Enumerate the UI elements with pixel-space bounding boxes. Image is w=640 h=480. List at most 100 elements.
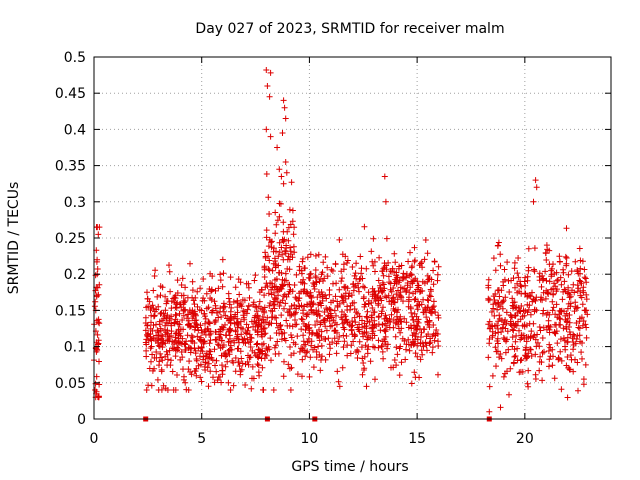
data-point	[272, 209, 279, 216]
data-point	[557, 274, 564, 281]
data-point	[515, 274, 522, 281]
data-point	[486, 383, 493, 390]
data-point	[500, 278, 507, 285]
data-point	[262, 319, 269, 325]
data-point	[508, 312, 515, 319]
data-point	[258, 320, 265, 326]
data-point	[162, 293, 169, 300]
data-point	[172, 292, 179, 299]
data-point	[278, 173, 285, 180]
data-point	[253, 341, 260, 348]
data-point	[506, 391, 512, 398]
data-point	[496, 293, 503, 300]
data-point	[169, 345, 176, 352]
data-point	[321, 309, 328, 315]
data-point	[359, 317, 365, 324]
data-point	[559, 296, 566, 303]
data-point	[516, 288, 523, 295]
data-point	[348, 342, 355, 349]
data-point	[565, 271, 572, 278]
data-point	[280, 180, 287, 187]
data-point	[487, 325, 494, 331]
data-point	[510, 275, 517, 282]
data-point	[189, 278, 196, 285]
data-point	[361, 365, 368, 372]
data-point	[155, 342, 162, 349]
data-point	[145, 382, 152, 389]
data-point	[302, 353, 309, 360]
data-point	[213, 368, 220, 375]
data-point	[186, 344, 193, 351]
data-point	[370, 309, 377, 316]
data-point	[408, 380, 415, 387]
data-point	[424, 347, 430, 354]
data-point	[279, 251, 286, 258]
data-point	[393, 291, 400, 298]
data-point	[168, 305, 175, 312]
data-point	[515, 255, 522, 261]
data-point	[528, 328, 535, 335]
data-point	[351, 314, 358, 321]
data-point	[208, 287, 215, 294]
data-point	[278, 336, 285, 343]
data-point	[173, 312, 180, 319]
data-point	[543, 242, 550, 249]
data-point	[186, 358, 193, 365]
data-point	[392, 333, 399, 340]
data-point	[382, 341, 389, 348]
data-point	[494, 306, 501, 313]
data-point	[181, 306, 188, 313]
data-point	[273, 221, 280, 228]
data-point	[173, 337, 179, 344]
data-point	[292, 341, 299, 348]
data-point	[425, 276, 432, 283]
data-point	[298, 315, 305, 322]
data-point	[364, 350, 371, 357]
data-point	[414, 306, 421, 313]
data-point	[207, 295, 214, 302]
data-point	[243, 321, 250, 328]
data-point	[188, 332, 195, 339]
data-point	[317, 367, 324, 374]
data-point	[212, 362, 218, 369]
data-point	[301, 303, 308, 310]
data-point	[412, 333, 419, 340]
data-point	[266, 346, 273, 353]
data-point	[263, 171, 270, 177]
data-point	[96, 281, 103, 288]
data-point	[403, 319, 410, 326]
data-point	[95, 231, 102, 238]
data-point	[248, 318, 255, 325]
data-point	[379, 279, 386, 286]
data-point	[237, 279, 244, 286]
data-point	[531, 332, 538, 339]
data-point	[422, 237, 429, 243]
data-point	[172, 304, 179, 311]
data-point	[516, 327, 522, 334]
data-point	[390, 294, 397, 301]
data-point	[202, 315, 209, 322]
data-point	[191, 317, 198, 324]
data-point	[511, 265, 518, 272]
data-point	[312, 273, 319, 280]
data-point	[415, 319, 422, 326]
data-point	[393, 319, 400, 326]
data-point	[207, 330, 214, 337]
data-point	[306, 373, 313, 380]
data-point	[492, 291, 499, 297]
data-point	[368, 248, 375, 255]
data-point	[206, 319, 212, 326]
data-point	[318, 357, 324, 363]
data-point	[238, 324, 245, 331]
data-point	[501, 266, 508, 273]
data-point	[261, 274, 268, 280]
data-point	[335, 338, 342, 345]
data-point	[265, 243, 272, 250]
data-point	[492, 330, 499, 337]
data-point	[209, 307, 216, 314]
y-tick-label: 0.3	[64, 195, 86, 211]
data-point	[527, 346, 534, 353]
data-point	[225, 339, 232, 345]
data-point	[546, 261, 553, 268]
